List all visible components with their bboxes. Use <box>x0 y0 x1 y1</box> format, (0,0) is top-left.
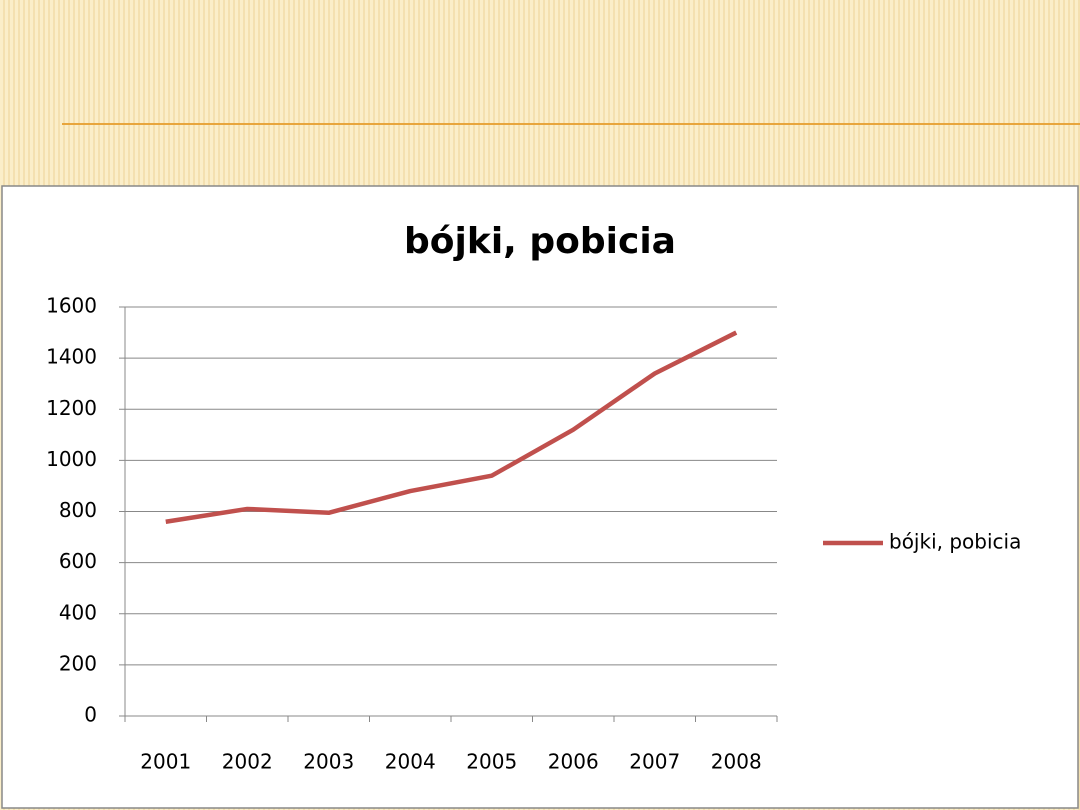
data-line <box>165 330 738 524</box>
legend-label: bójki, pobicia <box>889 530 1021 554</box>
x-tick-label: 2004 <box>385 750 436 774</box>
x-tick-label: 2007 <box>629 750 680 774</box>
y-tick-label: 800 <box>59 498 97 522</box>
y-tick-label: 1200 <box>46 396 97 420</box>
y-tick-label: 0 <box>84 703 97 727</box>
x-tick-label: 2005 <box>466 750 517 774</box>
y-tick-label: 200 <box>59 651 97 675</box>
chart-title: bójki, pobicia <box>404 221 676 262</box>
y-tick-label: 1400 <box>46 345 97 369</box>
y-tick-label: 600 <box>59 549 97 573</box>
y-tick-label: 1600 <box>46 294 97 318</box>
chart-frame <box>1 185 1079 809</box>
y-tick-label: 1000 <box>46 447 97 471</box>
x-tick-label: 2002 <box>222 750 273 774</box>
x-tick-label: 2006 <box>548 750 599 774</box>
x-tick-label: 2008 <box>711 750 762 774</box>
y-tick-label: 400 <box>59 600 97 624</box>
x-tick-label: 2001 <box>140 750 191 774</box>
x-tick-label: 2003 <box>303 750 354 774</box>
